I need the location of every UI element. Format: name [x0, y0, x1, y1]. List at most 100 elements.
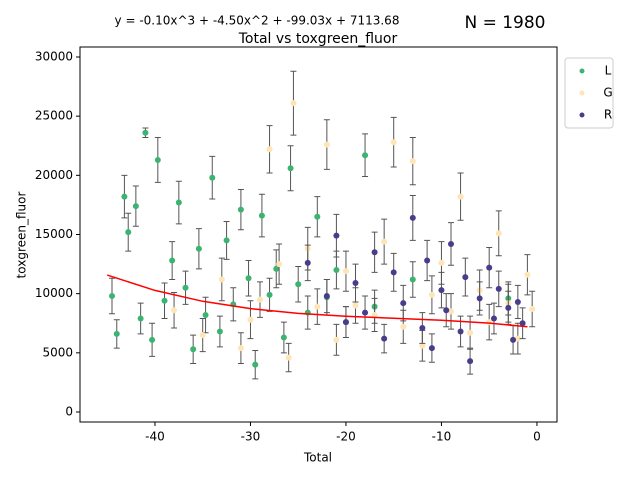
- point: [113, 330, 120, 337]
- point: [295, 281, 302, 288]
- point: [400, 300, 407, 307]
- point: [209, 174, 216, 181]
- x-tick-label: -10: [432, 430, 452, 444]
- point: [519, 320, 526, 327]
- point: [333, 267, 340, 274]
- legend-marker: [579, 68, 585, 74]
- point: [171, 307, 178, 314]
- point: [495, 285, 502, 292]
- point: [448, 308, 454, 315]
- point: [199, 332, 206, 339]
- point: [290, 100, 297, 107]
- legend-marker: [579, 90, 585, 96]
- point: [448, 240, 454, 247]
- point: [409, 158, 416, 165]
- point: [237, 345, 244, 352]
- point: [280, 334, 287, 341]
- x-tick-label: -30: [241, 430, 261, 444]
- legend-label: L: [605, 64, 612, 78]
- x-tick-label: -20: [336, 430, 356, 444]
- point: [467, 329, 474, 336]
- x-tick-label: -40: [145, 430, 165, 444]
- point: [390, 139, 397, 146]
- point: [202, 311, 209, 318]
- point: [266, 291, 273, 298]
- point: [266, 146, 273, 153]
- point: [495, 230, 502, 237]
- x-axis-label: Total: [303, 451, 332, 465]
- point: [362, 309, 369, 316]
- point: [304, 259, 311, 266]
- point: [476, 295, 483, 302]
- point: [154, 156, 161, 163]
- legend-label: G: [603, 86, 612, 100]
- y-tick-label: 25000: [35, 109, 73, 123]
- point: [362, 152, 369, 159]
- y-tick-label: 20000: [35, 168, 73, 182]
- point: [314, 303, 321, 310]
- y-tick-label: 15000: [35, 227, 73, 241]
- point: [333, 232, 340, 239]
- point: [342, 319, 349, 326]
- point: [510, 336, 517, 343]
- equation: y = -0.10x^3 + -4.50x^2 + -99.03x + 7113…: [115, 14, 400, 28]
- point: [409, 214, 416, 221]
- point: [424, 257, 431, 264]
- point: [457, 328, 464, 335]
- point: [371, 249, 378, 256]
- point: [352, 302, 359, 309]
- point: [125, 229, 132, 236]
- point: [428, 291, 435, 298]
- x-tick-label: 0: [533, 430, 541, 444]
- point: [161, 297, 168, 304]
- point: [257, 296, 264, 303]
- point: [400, 323, 407, 330]
- point: [467, 358, 474, 365]
- legend-box: [564, 57, 614, 129]
- point: [121, 193, 128, 200]
- chart-title: Total vs toxgreen_fluor: [238, 31, 398, 47]
- point: [524, 271, 531, 278]
- point: [486, 264, 493, 271]
- y-axis-label: toxgreen_fluor: [15, 192, 29, 279]
- point: [287, 165, 294, 172]
- point: [409, 276, 416, 283]
- point: [314, 213, 321, 220]
- point: [457, 193, 464, 200]
- point: [505, 304, 512, 311]
- fit-line: [106, 274, 528, 328]
- point: [381, 335, 388, 342]
- point: [276, 261, 283, 268]
- point: [438, 259, 445, 266]
- point: [323, 141, 330, 148]
- legend-label: R: [604, 108, 612, 122]
- point: [252, 361, 259, 368]
- point: [190, 346, 197, 353]
- point: [182, 284, 189, 291]
- point: [352, 280, 359, 287]
- point: [371, 311, 378, 318]
- point: [486, 319, 493, 326]
- point: [247, 316, 254, 323]
- point: [381, 238, 388, 245]
- point: [218, 276, 225, 283]
- plot-frame: [79, 46, 558, 423]
- point: [175, 199, 182, 206]
- point: [419, 324, 426, 331]
- y-tick-label: 10000: [35, 286, 73, 300]
- point: [342, 268, 349, 275]
- point: [438, 287, 445, 294]
- point: [285, 354, 292, 361]
- point: [132, 203, 139, 210]
- point: [169, 257, 176, 264]
- point: [419, 342, 426, 349]
- point: [258, 212, 265, 219]
- point: [216, 328, 223, 335]
- point: [514, 298, 521, 305]
- point: [514, 335, 521, 342]
- point: [428, 345, 435, 352]
- point: [108, 293, 115, 300]
- point: [390, 269, 397, 276]
- point: [245, 275, 252, 282]
